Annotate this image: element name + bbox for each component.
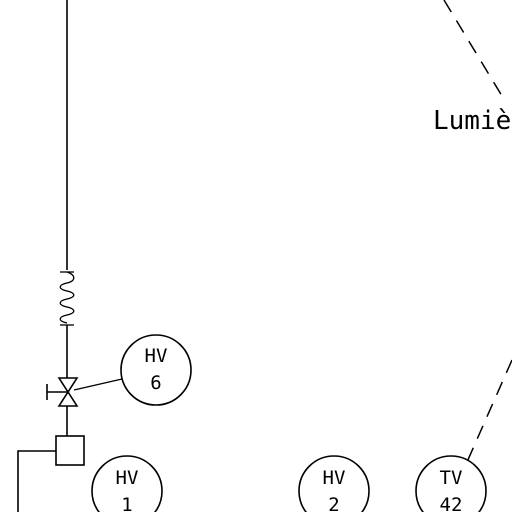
process-line	[17, 450, 56, 512]
hand-valve-symbol	[46, 377, 79, 407]
instrument-bubble-hv2: HV 2	[298, 455, 370, 512]
svg-text:TV: TV	[440, 467, 463, 489]
dashed-signal-line-top	[443, 0, 506, 102]
instrument-bubble-hv6: HV 6	[120, 334, 192, 406]
svg-text:6: 6	[150, 372, 161, 394]
flexible-hose-symbol	[59, 271, 75, 326]
svg-text:2: 2	[328, 494, 339, 512]
svg-text:42: 42	[440, 494, 463, 512]
area-label: Lumiè	[433, 106, 511, 136]
dashed-signal-line-bottom	[466, 359, 512, 463]
signal-line	[73, 378, 123, 391]
svg-text:1: 1	[121, 494, 132, 512]
svg-text:HV: HV	[323, 467, 346, 489]
svg-text:HV: HV	[116, 467, 139, 489]
svg-text:HV: HV	[145, 345, 168, 367]
instrument-bubble-hv1: HV 1	[91, 455, 163, 512]
instrument-bubble-tv42: TV 42	[415, 455, 487, 512]
equipment-box	[55, 435, 85, 466]
